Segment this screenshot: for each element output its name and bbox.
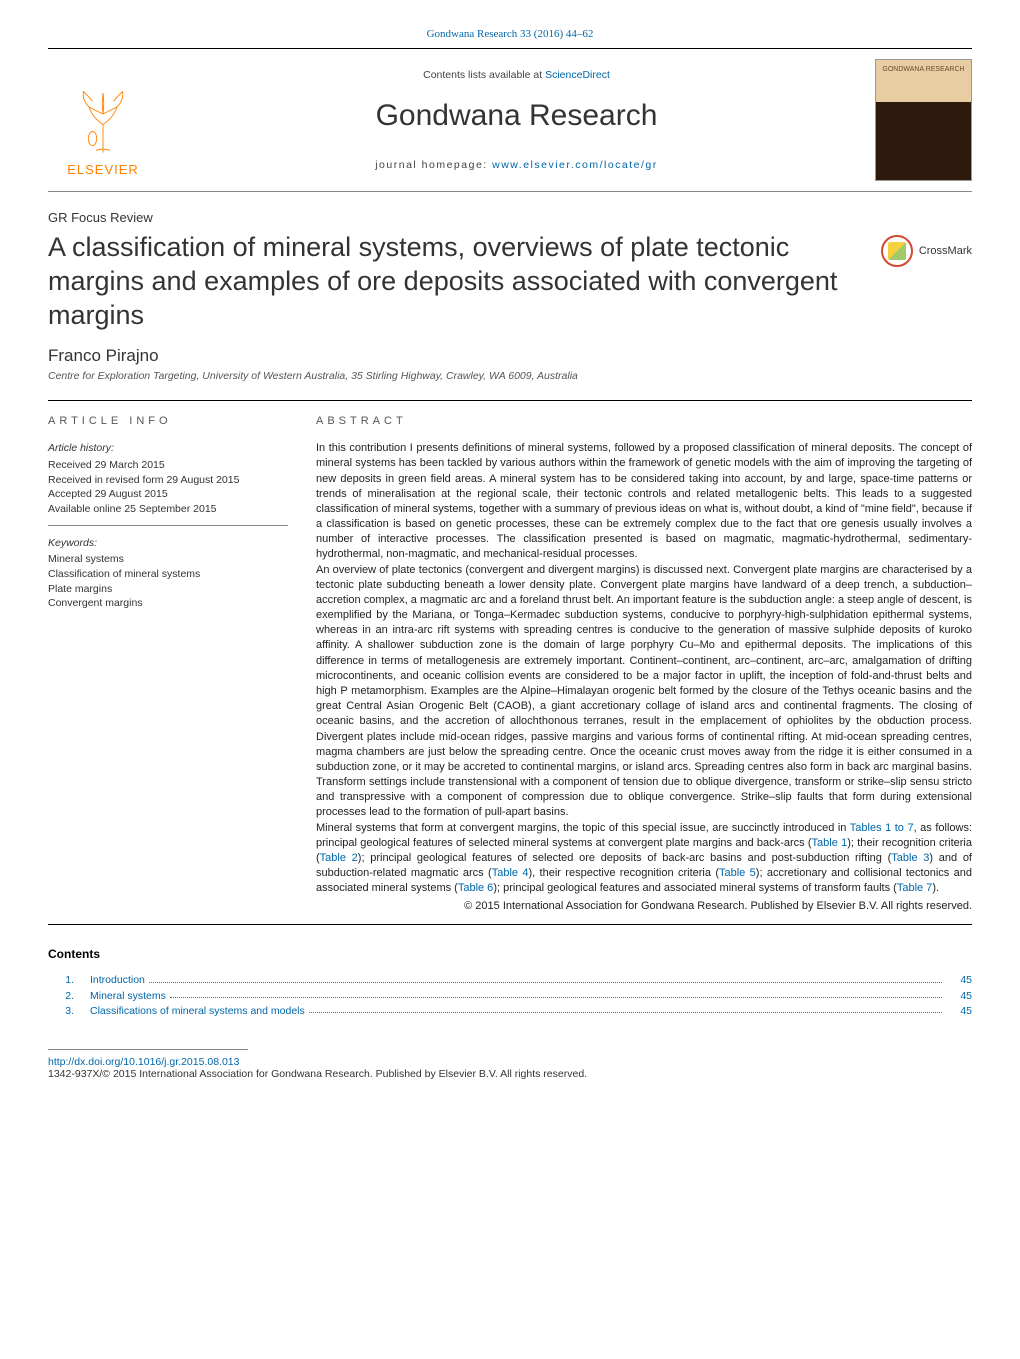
contents-available-line: Contents lists available at ScienceDirec…: [168, 69, 865, 81]
toc-number: 2.: [48, 989, 90, 1004]
abstract-copyright: © 2015 International Association for Gon…: [316, 900, 972, 912]
footer-rule: [48, 1049, 248, 1050]
abstract-body: In this contribution I presents definiti…: [316, 441, 972, 896]
author-affiliation: Centre for Exploration Targeting, Univer…: [48, 370, 972, 382]
toc-leader-dots: [170, 989, 942, 998]
keywords-block: Keywords: Mineral systems Classification…: [48, 536, 288, 619]
article-info-heading: article info: [48, 415, 288, 427]
toc-page[interactable]: 45: [946, 973, 972, 988]
table-link[interactable]: Table 6: [458, 882, 493, 894]
tables-range-link[interactable]: Tables 1 to 7: [850, 822, 914, 834]
table-link[interactable]: Table 3: [891, 852, 929, 864]
article-title: A classification of mineral systems, ove…: [48, 231, 865, 332]
toc-number: 3.: [48, 1004, 90, 1019]
page-footer: http://dx.doi.org/10.1016/j.gr.2015.08.0…: [48, 1049, 972, 1080]
citation-link[interactable]: Gondwana Research 33 (2016) 44–62: [427, 28, 594, 40]
abstract-column: abstract In this contribution I presents…: [316, 415, 972, 912]
contents-heading: Contents: [48, 947, 972, 961]
journal-title: Gondwana Research: [168, 99, 865, 133]
table-link[interactable]: Table 2: [320, 852, 358, 864]
toc-number: 1.: [48, 973, 90, 988]
article-history-block: Article history: Received 29 March 2015 …: [48, 441, 288, 525]
abstract-bottom-rule: [48, 924, 972, 925]
toc-row: 3. Classifications of mineral systems an…: [48, 1004, 972, 1019]
footer-copyright: 1342-937X/© 2015 International Associati…: [48, 1068, 972, 1080]
article-info-sidebar: article info Article history: Received 2…: [48, 415, 288, 912]
toc-page[interactable]: 45: [946, 989, 972, 1004]
toc-leader-dots: [309, 1004, 942, 1013]
doi-link[interactable]: http://dx.doi.org/10.1016/j.gr.2015.08.0…: [48, 1056, 239, 1068]
keyword: Convergent margins: [48, 596, 288, 611]
elsevier-tree-icon: [68, 86, 138, 156]
table-link[interactable]: Table 5: [719, 867, 756, 879]
toc-list: 1. Introduction 45 2. Mineral systems 45…: [48, 973, 972, 1019]
toc-row: 2. Mineral systems 45: [48, 989, 972, 1004]
toc-page[interactable]: 45: [946, 1004, 972, 1019]
toc-link[interactable]: Mineral systems: [90, 990, 166, 1002]
keyword: Mineral systems: [48, 552, 288, 567]
contents-section: Contents 1. Introduction 45 2. Mineral s…: [48, 947, 972, 1019]
crossmark-icon: [881, 235, 913, 267]
keyword: Classification of mineral systems: [48, 567, 288, 582]
table-link[interactable]: Table 4: [492, 867, 529, 879]
journal-homepage-line: journal homepage: www.elsevier.com/locat…: [168, 159, 865, 171]
keyword: Plate margins: [48, 582, 288, 597]
article-type-label: GR Focus Review: [48, 210, 972, 225]
publisher-name: ELSEVIER: [67, 162, 139, 177]
author-name: Franco Pirajno: [48, 346, 972, 366]
toc-leader-dots: [149, 973, 942, 982]
publisher-logo[interactable]: ELSEVIER: [48, 59, 158, 181]
toc-link[interactable]: Introduction: [90, 974, 145, 986]
toc-link[interactable]: Classifications of mineral systems and m…: [90, 1005, 305, 1017]
masthead: ELSEVIER Contents lists available at Sci…: [48, 49, 972, 192]
running-header: Gondwana Research 33 (2016) 44–62: [48, 28, 972, 46]
journal-homepage-link[interactable]: www.elsevier.com/locate/gr: [492, 159, 658, 171]
table-link[interactable]: Table 7: [897, 882, 932, 894]
crossmark-badge[interactable]: CrossMark: [881, 235, 972, 267]
sciencedirect-link[interactable]: ScienceDirect: [545, 69, 610, 81]
table-link[interactable]: Table 1: [812, 837, 848, 849]
abstract-heading: abstract: [316, 415, 972, 427]
journal-cover-thumbnail[interactable]: GONDWANA RESEARCH: [875, 59, 972, 181]
toc-row: 1. Introduction 45: [48, 973, 972, 988]
